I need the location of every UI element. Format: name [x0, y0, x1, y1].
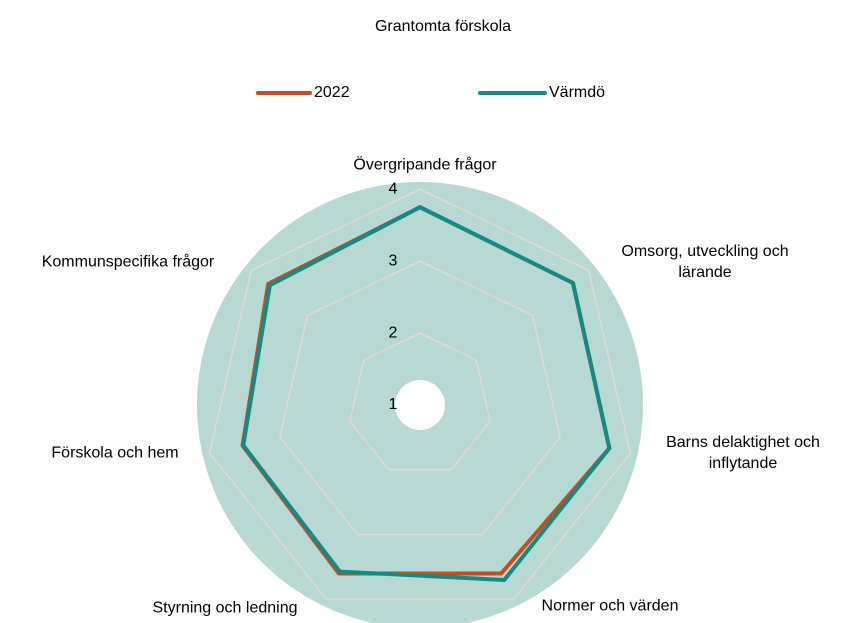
grid-line: [278, 260, 562, 536]
axis-label: Styrning och ledning: [152, 599, 298, 617]
axis-label: Barns delaktighet och inflytande: [666, 434, 820, 472]
center-hole: [395, 380, 445, 430]
legend-label: 2022: [314, 84, 350, 101]
grid-line: [349, 332, 491, 471]
y-tick-label: 1: [389, 396, 398, 413]
y-tick-label: 4: [389, 180, 398, 197]
y-tick-label: 3: [389, 252, 398, 269]
axis-label: Normer och värden: [541, 597, 679, 615]
axis-label: Förskola och hem: [51, 444, 179, 462]
y-tick-label: 2: [389, 324, 398, 341]
axis-label: Övergripande frågor: [353, 156, 497, 174]
legend-label: Värmdö: [549, 84, 605, 101]
chart-title: Grantomta förskola: [375, 18, 511, 35]
axis-label: Kommunspecifika frågor: [41, 253, 215, 271]
grid-line: [208, 188, 632, 601]
axis-label: Omsorg, utveckling och lärande: [621, 243, 789, 281]
series-line: [241, 205, 612, 582]
